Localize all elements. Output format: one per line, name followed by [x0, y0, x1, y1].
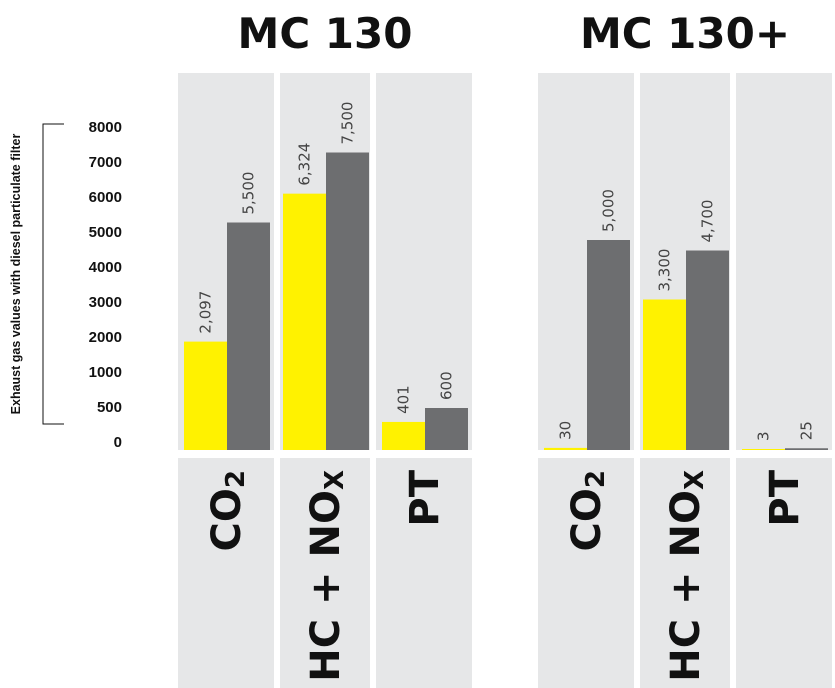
- panel-title: MC 130+: [580, 9, 790, 58]
- y-tick-label: 6000: [89, 189, 122, 206]
- bar: [587, 240, 630, 450]
- panel-title: MC 130: [238, 9, 413, 58]
- bar-value-label: 2,097: [197, 291, 215, 334]
- bar: [785, 448, 828, 450]
- bar: [326, 152, 369, 450]
- category-label: PT: [402, 469, 448, 526]
- bar-value-label: 5,500: [240, 172, 258, 215]
- y-tick-label: 3000: [89, 294, 122, 311]
- bar: [742, 449, 785, 450]
- category-background: [736, 458, 832, 688]
- panel-backgrounds: [178, 73, 832, 688]
- bars: [184, 152, 828, 450]
- category-label: PT: [762, 469, 808, 526]
- bar: [227, 222, 270, 450]
- bar: [643, 299, 686, 450]
- y-axis-label: Exhaust gas values with diesel particula…: [9, 134, 23, 415]
- category-background: [640, 458, 730, 688]
- category-label: HC + NOX: [663, 470, 710, 682]
- bar-value-label: 3: [755, 431, 773, 441]
- bar-value-label: 5,000: [600, 189, 618, 232]
- bar-value-label: 30: [557, 421, 575, 440]
- category-label: HC + NOX: [303, 470, 350, 682]
- y-tick-label: 4000: [89, 259, 122, 276]
- bar-value-label: 25: [798, 421, 816, 440]
- y-tick-label: 500: [97, 399, 122, 416]
- bar-value-label: 401: [395, 385, 413, 414]
- bar-value-label: 4,700: [699, 200, 717, 243]
- bar: [544, 447, 587, 450]
- bar: [382, 421, 425, 450]
- panel-titles: MC 130 MC 130+: [238, 9, 791, 58]
- category-background: [538, 458, 634, 688]
- panel-background: [376, 73, 472, 450]
- bar: [283, 193, 326, 450]
- y-axis: Exhaust gas values with diesel particula…: [9, 123, 64, 425]
- y-tick-label: 5000: [89, 224, 122, 241]
- y-tick-label: 0: [114, 434, 122, 451]
- category-background: [376, 458, 472, 688]
- y-tick-label: 2000: [89, 329, 122, 346]
- y-tick-label: 7000: [89, 154, 122, 171]
- category-background: [280, 458, 370, 688]
- bar: [425, 408, 468, 450]
- y-axis-bracket: [42, 123, 64, 425]
- bar: [184, 341, 227, 450]
- bar-value-label: 3,300: [656, 249, 674, 292]
- bar-value-label: 6,324: [296, 143, 314, 186]
- y-tick-label: 8000: [89, 119, 122, 136]
- category-background: [178, 458, 274, 688]
- bar-value-label: 7,500: [339, 102, 357, 145]
- value-labels: 2,097 5,500 6,324 7,500 401 600 30 5,000 3,300 4,…: [197, 102, 816, 441]
- panel-background: [736, 73, 832, 450]
- bar-value-label: 600: [438, 371, 456, 400]
- bar: [686, 250, 729, 450]
- y-tick-label: 1000: [89, 364, 122, 381]
